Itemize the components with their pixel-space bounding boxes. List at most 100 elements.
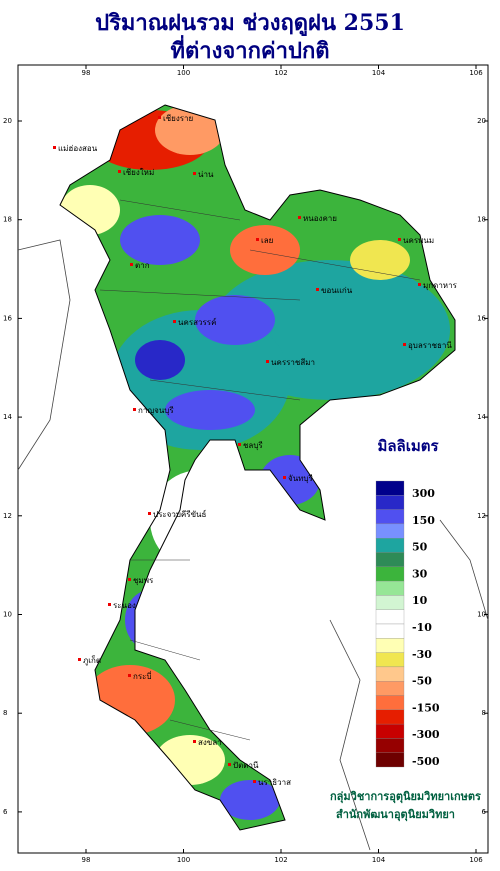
lat-tick-label: 20 [477,117,486,125]
station-dot [403,343,406,346]
place-label: นราธิวาส [258,778,291,787]
credit-line: กลุ่มวิชาการอุตุนิยมวิทยาเกษตร [330,790,481,804]
place-label: ปัตตานี [233,761,259,770]
place-label: นครสวรรค์ [178,317,216,327]
legend-swatch [375,638,405,653]
place-label: เชียงใหม่ [123,168,154,177]
legend-swatch [375,609,405,625]
province-borders [99,199,421,741]
lon-tick-label: 98 [82,69,91,77]
legend-swatch [375,509,405,525]
legend-swatch [375,538,405,553]
place-label: กาญจนบุรี [138,406,174,415]
legend-swatch [375,480,405,496]
station-dot [418,283,421,286]
place-label: ขอนแก่น [321,286,353,295]
station-dot [118,170,121,173]
place-label: ระนอง [113,601,136,610]
place-label: อุบลราชธานี [408,341,452,350]
legend-swatch [375,580,405,596]
legend-swatch [375,552,405,567]
station-dot [193,740,196,743]
subtitle: ที่ต่างจากค่าปกติ [170,34,329,64]
lon-tick-label: 100 [177,856,190,864]
lon-tick-label: 102 [274,856,287,864]
lat-tick-label: 6 [482,808,487,816]
legend-label: -300 [412,728,440,741]
lat-tick-label: 6 [3,808,8,816]
lon-tick-label: 106 [469,856,483,864]
station-dot [128,578,131,581]
legend-swatch [375,752,405,768]
lat-tick-label: 20 [3,117,12,125]
station-dot [266,360,269,363]
legend-swatch [375,723,405,739]
station-dot [316,288,319,291]
station-dot [283,476,286,479]
legend-swatch [375,495,405,510]
place-label: เลย [261,236,273,245]
legend-swatch [375,695,405,710]
place-label: ชุมพร [133,576,154,585]
legend-swatch [375,681,405,696]
station-dot [398,238,401,241]
station-dot [173,320,176,323]
legend-label: -150 [412,701,440,714]
station-dot [130,263,133,266]
lat-tick-label: 12 [477,512,486,520]
legend-swatch [375,595,405,610]
place-label: น่าน [198,170,214,179]
station-dot [78,658,81,661]
legend-label: 50 [412,541,428,554]
place-label: ประจวบคีรีขันธ์ [153,509,207,519]
credit-line: สำนักพัฒนาอุตุนิยมวิทยา [336,808,455,822]
station-dot [193,172,196,175]
lat-tick-label: 12 [3,512,12,520]
legend-swatch [375,623,405,639]
lon-tick-label: 100 [177,69,190,77]
station-dot [238,443,241,446]
place-label: จันทบุรี [288,474,314,483]
place-label: กระบี่ [133,670,152,681]
station-dot [108,603,111,606]
place-label: นครพนม [403,236,434,245]
place-label: ชลบุรี [243,441,263,450]
lat-tick-label: 18 [3,216,12,224]
lon-tick-label: 106 [469,69,483,77]
legend-swatch [375,666,405,682]
station-dot [228,763,231,766]
legend-label: -10 [412,621,432,634]
lat-tick-label: 10 [3,611,12,619]
station-dot [128,674,131,677]
place-label: ภูเก็ต [83,655,101,666]
legend-label: 300 [412,487,435,500]
lat-tick-label: 14 [477,413,486,421]
legend-label: 30 [412,567,428,580]
lat-tick-label: 18 [477,216,486,224]
legend-label: -30 [412,648,432,661]
station-dot [148,512,151,515]
legend-swatch [375,652,405,668]
legend-label: -50 [412,675,432,688]
lon-tick-label: 98 [82,856,91,864]
lat-tick-label: 10 [477,611,486,619]
lon-tick-label: 104 [372,69,386,77]
lat-tick-label: 16 [3,314,12,322]
place-label: นครราชสีมา [271,358,315,367]
place-label: สงขลา [198,738,222,747]
place-label: เชียงราย [163,114,193,123]
legend-title: มิลลิเมตร [377,437,439,455]
legend-swatch [375,523,405,539]
legend-label: 150 [412,514,435,527]
station-dot [158,116,161,119]
station-dot [298,216,301,219]
legend-swatch [375,709,405,725]
place-label: หนองคาย [303,214,337,223]
legend-swatch [375,566,405,582]
station-dot [253,780,256,783]
station-dot [133,408,136,411]
lon-tick-label: 104 [372,856,386,864]
lat-tick-label: 14 [3,413,12,421]
title: ปริมาณฝนรวม ช่วงฤดูฝน 2551 [95,10,405,37]
